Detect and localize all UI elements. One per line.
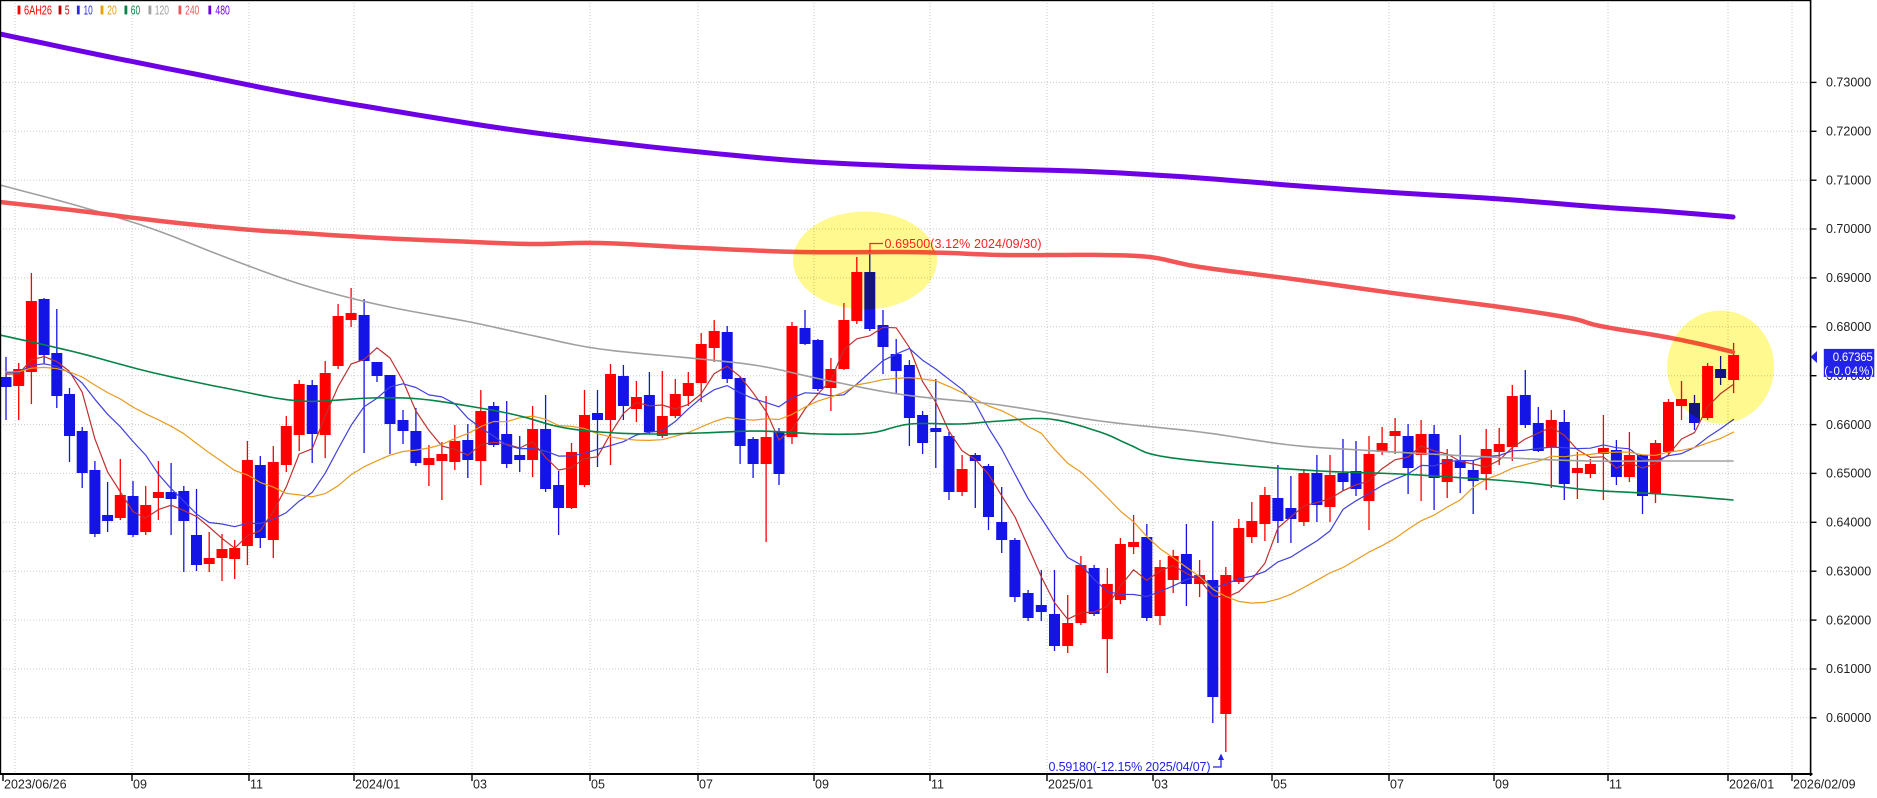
svg-text:0.67365: 0.67365 bbox=[1833, 352, 1873, 364]
svg-text:5: 5 bbox=[65, 3, 70, 17]
svg-text:09: 09 bbox=[815, 778, 829, 792]
svg-text:60: 60 bbox=[131, 3, 140, 17]
svg-text:0.64000: 0.64000 bbox=[1826, 516, 1871, 530]
svg-text:0.66000: 0.66000 bbox=[1826, 418, 1871, 432]
svg-text:20: 20 bbox=[107, 3, 117, 17]
svg-text:0.72000: 0.72000 bbox=[1826, 125, 1871, 139]
svg-text:0.59180(-12.15% 2025/04/07): 0.59180(-12.15% 2025/04/07) bbox=[1049, 760, 1211, 774]
svg-text:0.69000: 0.69000 bbox=[1826, 271, 1871, 285]
svg-text:0.61000: 0.61000 bbox=[1826, 662, 1871, 676]
svg-text:11: 11 bbox=[1609, 778, 1622, 792]
svg-text:0.60000: 0.60000 bbox=[1826, 711, 1871, 725]
svg-text:0.62000: 0.62000 bbox=[1826, 613, 1871, 627]
svg-text:0.65000: 0.65000 bbox=[1826, 467, 1871, 481]
svg-text:2023/06/26: 2023/06/26 bbox=[4, 778, 67, 792]
svg-text:05: 05 bbox=[591, 778, 605, 792]
svg-text:0.70000: 0.70000 bbox=[1826, 222, 1871, 236]
svg-text:240: 240 bbox=[185, 3, 199, 17]
svg-text:2026/02/09: 2026/02/09 bbox=[1793, 778, 1856, 792]
svg-text:05: 05 bbox=[1273, 778, 1287, 792]
svg-text:03: 03 bbox=[473, 778, 487, 792]
svg-text:120: 120 bbox=[155, 3, 169, 17]
svg-text:2024/01: 2024/01 bbox=[355, 778, 400, 792]
svg-text:0.71000: 0.71000 bbox=[1826, 173, 1871, 187]
svg-text:(-0.04%): (-0.04%) bbox=[1824, 366, 1874, 378]
svg-text:0.69500(3.12% 2024/09/30): 0.69500(3.12% 2024/09/30) bbox=[885, 237, 1042, 251]
svg-text:2026/01: 2026/01 bbox=[1729, 778, 1774, 792]
svg-text:09: 09 bbox=[133, 778, 147, 792]
svg-text:03: 03 bbox=[1154, 778, 1168, 792]
svg-text:09: 09 bbox=[1495, 778, 1509, 792]
svg-text:6AH26: 6AH26 bbox=[24, 3, 52, 17]
svg-text:11: 11 bbox=[250, 778, 263, 792]
svg-text:10: 10 bbox=[84, 3, 93, 17]
svg-text:11: 11 bbox=[931, 778, 944, 792]
svg-text:480: 480 bbox=[215, 3, 229, 17]
svg-text:2025/01: 2025/01 bbox=[1048, 778, 1093, 792]
svg-text:07: 07 bbox=[1390, 778, 1404, 792]
svg-text:07: 07 bbox=[699, 778, 713, 792]
svg-text:0.73000: 0.73000 bbox=[1826, 76, 1871, 90]
svg-text:0.68000: 0.68000 bbox=[1826, 320, 1871, 334]
svg-text:0.63000: 0.63000 bbox=[1826, 564, 1871, 578]
